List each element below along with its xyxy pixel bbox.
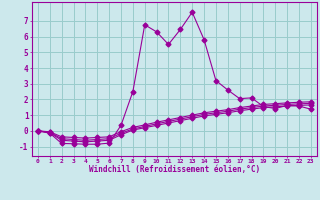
X-axis label: Windchill (Refroidissement éolien,°C): Windchill (Refroidissement éolien,°C) bbox=[89, 165, 260, 174]
